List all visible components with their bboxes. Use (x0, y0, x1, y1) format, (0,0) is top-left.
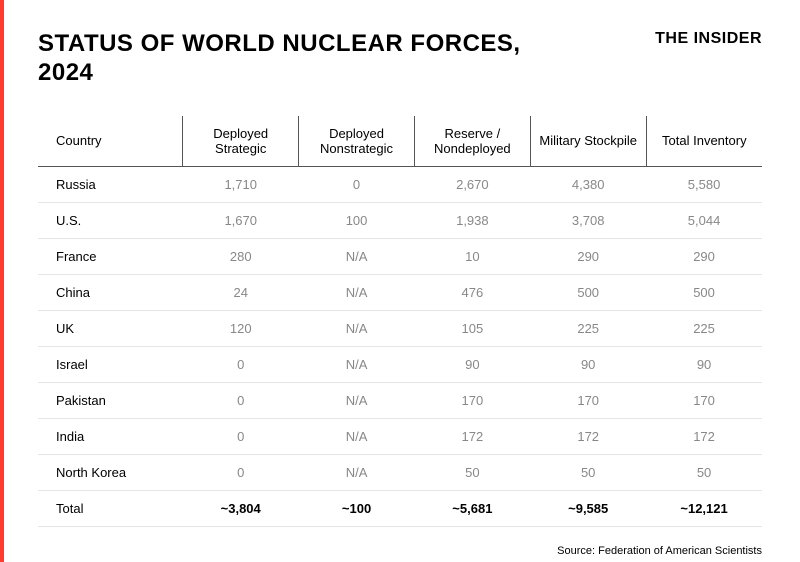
value-cell: 170 (646, 382, 762, 418)
total-value-cell: ~3,804 (183, 490, 299, 526)
value-cell: 172 (646, 418, 762, 454)
country-cell: UK (38, 310, 183, 346)
value-cell: 3,708 (530, 202, 646, 238)
value-cell: 90 (414, 346, 530, 382)
table-row: China24N/A476500500 (38, 274, 762, 310)
value-cell: 172 (530, 418, 646, 454)
column-header: Country (38, 116, 183, 167)
page: STATUS OF WORLD NUCLEAR FORCES, 2024 THE… (0, 0, 800, 562)
value-cell: 170 (530, 382, 646, 418)
table-body: Russia1,71002,6704,3805,580U.S.1,6701001… (38, 166, 762, 526)
value-cell: 225 (530, 310, 646, 346)
value-cell: 500 (530, 274, 646, 310)
column-header: Deployed Strategic (183, 116, 299, 167)
country-cell: Israel (38, 346, 183, 382)
value-cell: 0 (183, 382, 299, 418)
country-cell: Pakistan (38, 382, 183, 418)
value-cell: 50 (530, 454, 646, 490)
value-cell: N/A (299, 238, 415, 274)
table-row: North Korea0N/A505050 (38, 454, 762, 490)
table-row: Russia1,71002,6704,3805,580 (38, 166, 762, 202)
table-row: UK120N/A105225225 (38, 310, 762, 346)
header: STATUS OF WORLD NUCLEAR FORCES, 2024 THE… (38, 30, 762, 88)
value-cell: 0 (183, 454, 299, 490)
value-cell: 50 (414, 454, 530, 490)
value-cell: 0 (183, 346, 299, 382)
table-row: U.S.1,6701001,9383,7085,044 (38, 202, 762, 238)
value-cell: 105 (414, 310, 530, 346)
nuclear-forces-table: CountryDeployed StrategicDeployed Nonstr… (38, 116, 762, 527)
country-cell: India (38, 418, 183, 454)
value-cell: 280 (183, 238, 299, 274)
value-cell: 290 (530, 238, 646, 274)
table-row: France280N/A10290290 (38, 238, 762, 274)
column-header: Military Stockpile (530, 116, 646, 167)
value-cell: 225 (646, 310, 762, 346)
total-value-cell: ~5,681 (414, 490, 530, 526)
table-total-row: Total~3,804~100~5,681~9,585~12,121 (38, 490, 762, 526)
value-cell: 0 (299, 166, 415, 202)
value-cell: 0 (183, 418, 299, 454)
value-cell: 4,380 (530, 166, 646, 202)
value-cell: 100 (299, 202, 415, 238)
value-cell: N/A (299, 382, 415, 418)
value-cell: 1,670 (183, 202, 299, 238)
country-cell: France (38, 238, 183, 274)
value-cell: 170 (414, 382, 530, 418)
value-cell: 1,710 (183, 166, 299, 202)
value-cell: 10 (414, 238, 530, 274)
table-row: India0N/A172172172 (38, 418, 762, 454)
value-cell: 5,044 (646, 202, 762, 238)
value-cell: 500 (646, 274, 762, 310)
value-cell: 120 (183, 310, 299, 346)
value-cell: 290 (646, 238, 762, 274)
country-cell: China (38, 274, 183, 310)
value-cell: N/A (299, 346, 415, 382)
value-cell: 50 (646, 454, 762, 490)
country-cell: U.S. (38, 202, 183, 238)
value-cell: 172 (414, 418, 530, 454)
total-value-cell: ~12,121 (646, 490, 762, 526)
table-row: Israel0N/A909090 (38, 346, 762, 382)
source-text: Source: Federation of American Scientist… (38, 545, 762, 557)
column-header: Deployed Nonstrategic (299, 116, 415, 167)
value-cell: 90 (646, 346, 762, 382)
country-cell: North Korea (38, 454, 183, 490)
total-value-cell: ~9,585 (530, 490, 646, 526)
value-cell: 476 (414, 274, 530, 310)
table-header: CountryDeployed StrategicDeployed Nonstr… (38, 116, 762, 167)
country-cell: Russia (38, 166, 183, 202)
value-cell: N/A (299, 274, 415, 310)
column-header: Reserve / Nondeployed (414, 116, 530, 167)
value-cell: N/A (299, 310, 415, 346)
value-cell: 2,670 (414, 166, 530, 202)
total-label-cell: Total (38, 490, 183, 526)
page-title: STATUS OF WORLD NUCLEAR FORCES, 2024 (38, 30, 538, 88)
value-cell: N/A (299, 418, 415, 454)
brand-logo: THE INSIDER (655, 30, 762, 48)
table-row: Pakistan0N/A170170170 (38, 382, 762, 418)
value-cell: N/A (299, 454, 415, 490)
value-cell: 5,580 (646, 166, 762, 202)
value-cell: 90 (530, 346, 646, 382)
column-header: Total Inventory (646, 116, 762, 167)
value-cell: 24 (183, 274, 299, 310)
value-cell: 1,938 (414, 202, 530, 238)
total-value-cell: ~100 (299, 490, 415, 526)
